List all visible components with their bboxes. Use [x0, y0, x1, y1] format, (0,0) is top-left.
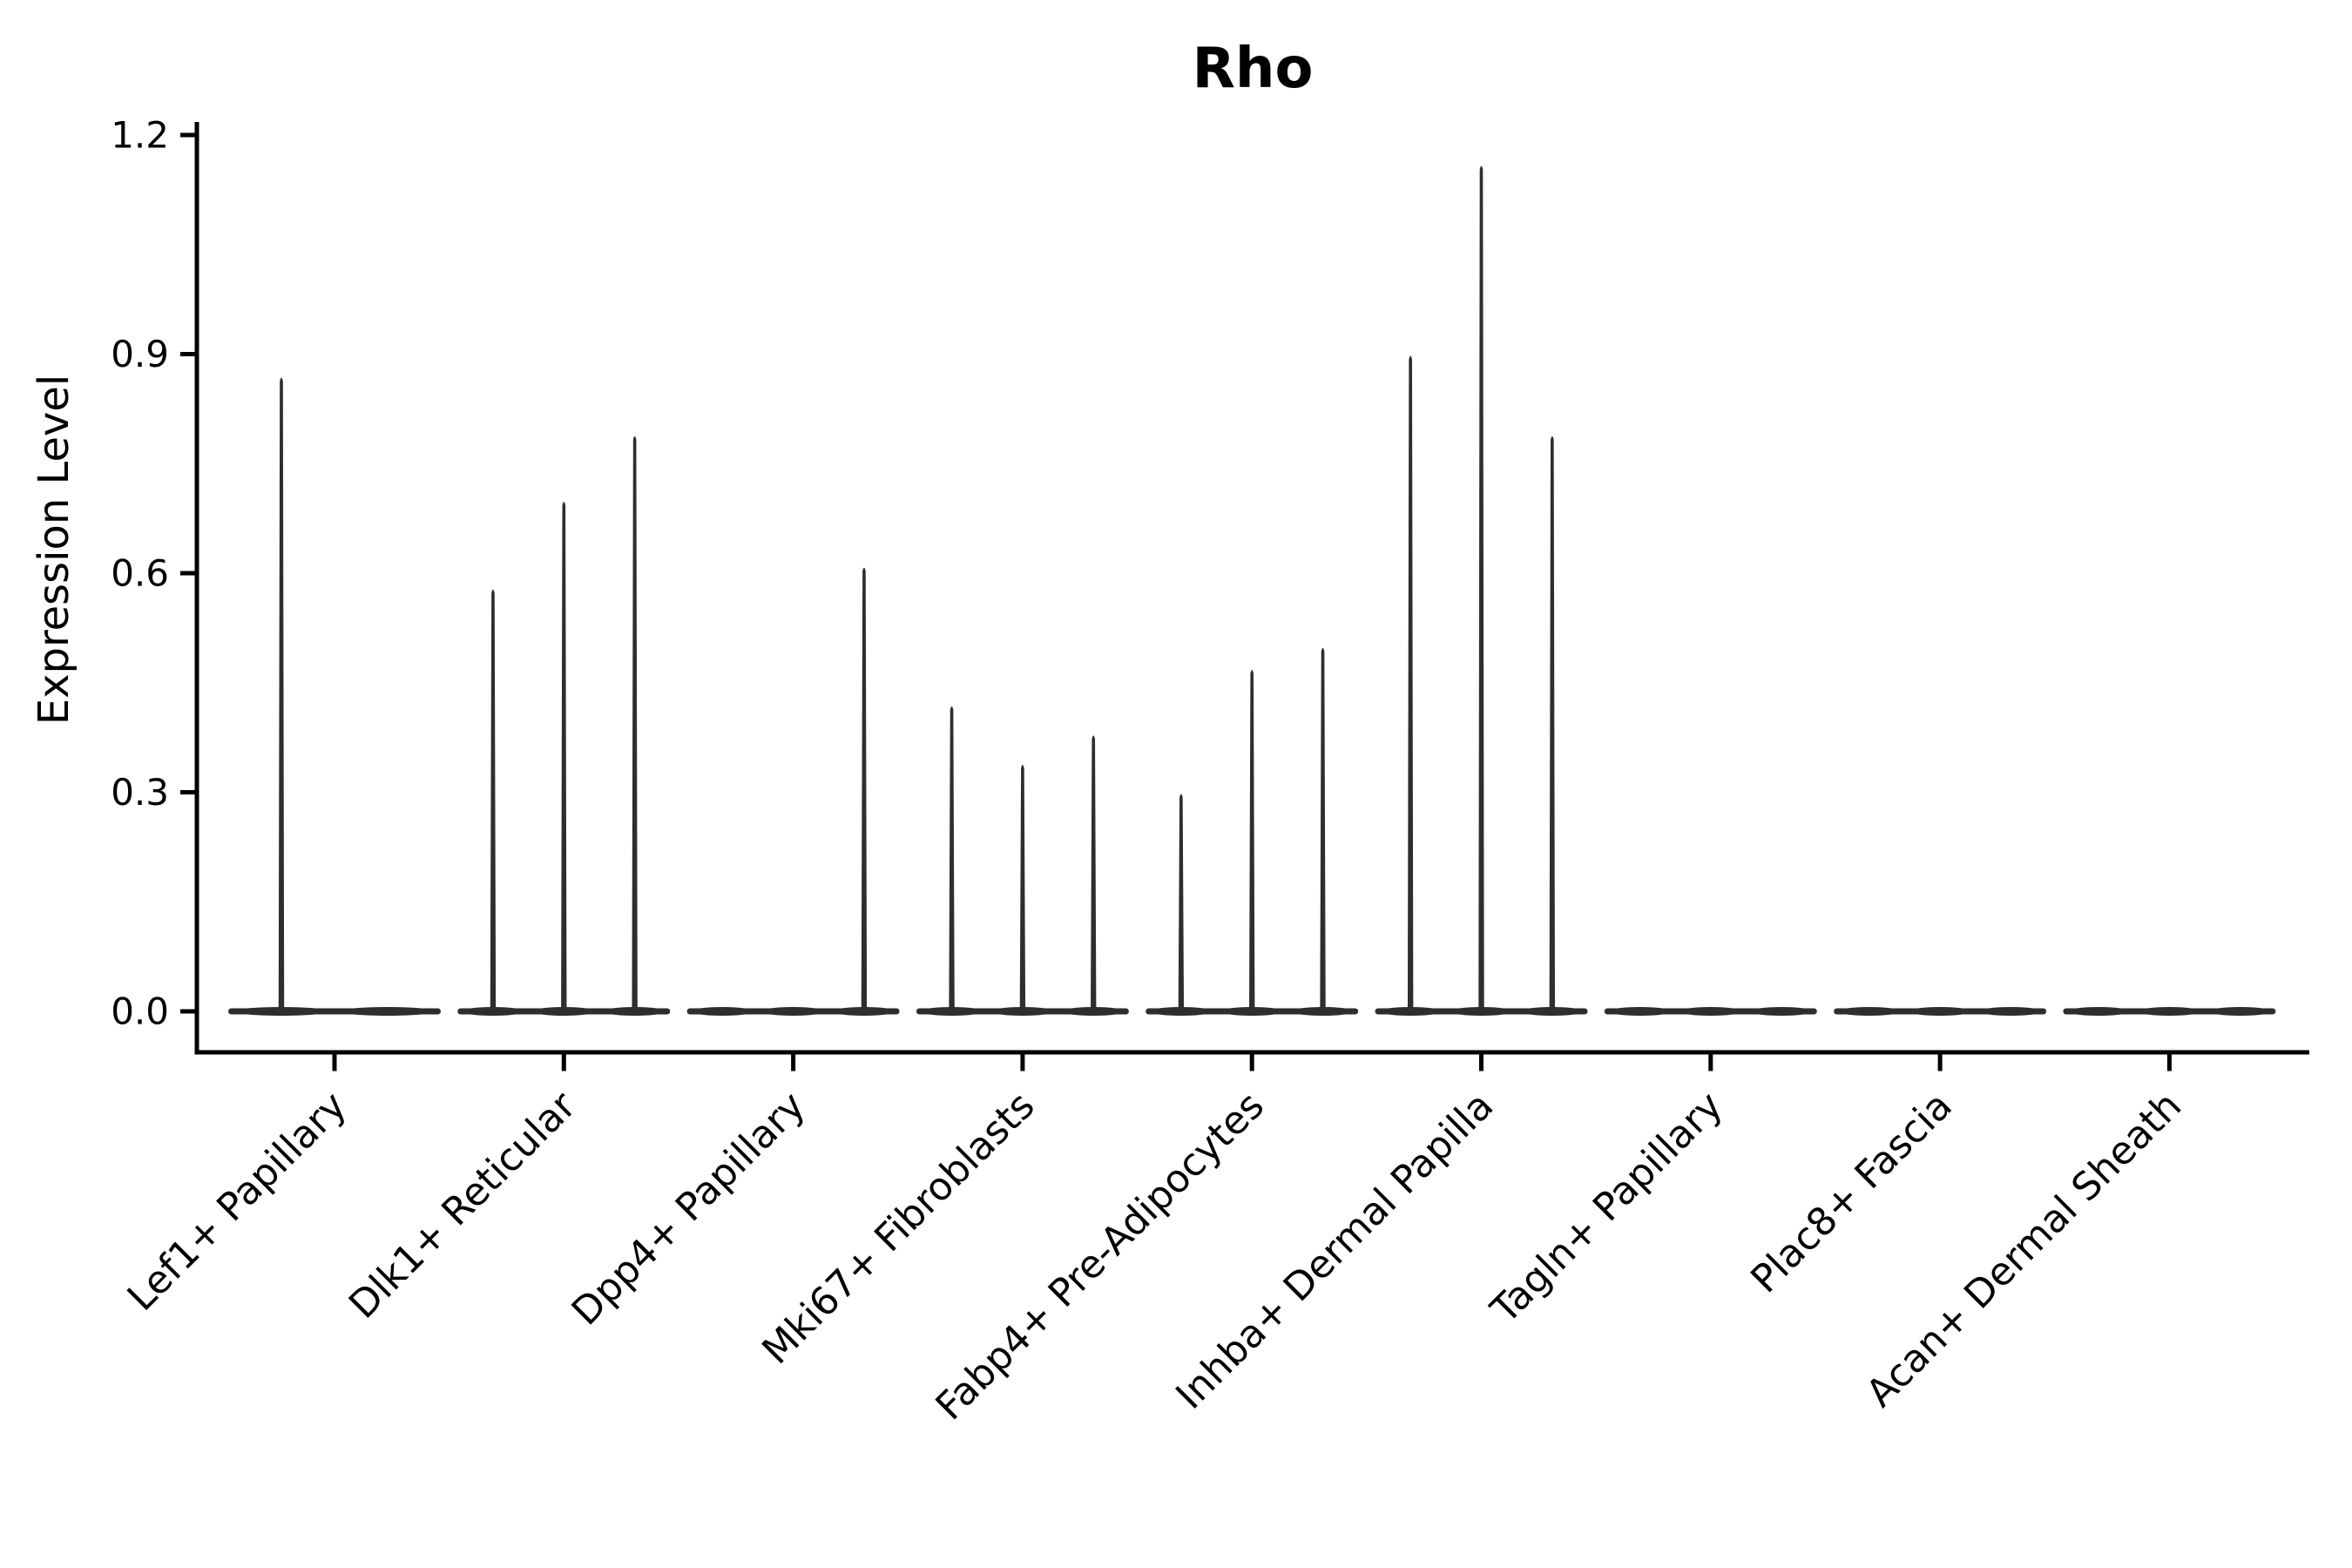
violin-base-bump	[2137, 1007, 2201, 1016]
violin-spike	[949, 706, 955, 1013]
violin-spike	[1178, 794, 1185, 1013]
violin-spike	[1019, 764, 1026, 1013]
violin-category-group	[1375, 166, 1588, 1016]
violin-category-group	[228, 377, 441, 1016]
violin-spike	[861, 567, 868, 1013]
violins-layer	[228, 166, 2276, 1016]
y-tick-label: 0.9	[111, 333, 169, 375]
violin-spike	[1549, 436, 1556, 1013]
violin-base-bump	[1749, 1007, 1814, 1016]
violin-category-group	[686, 567, 900, 1016]
violin-base-bump	[1837, 1007, 1902, 1016]
violin-spike	[278, 377, 285, 1013]
violin-spike	[490, 589, 497, 1013]
violin-category-group	[916, 706, 1129, 1016]
violin-base-bump	[1607, 1007, 1673, 1016]
y-tick-label: 0.6	[111, 552, 169, 595]
axes-layer	[180, 122, 2309, 1071]
x-tick-label: Lef1+ Papillary	[119, 1084, 355, 1320]
violin-spike	[1478, 166, 1484, 1013]
violin-base-bump	[761, 1007, 826, 1016]
x-tick-label: Dpp4+ Papillary	[564, 1084, 814, 1335]
violin-spike	[1249, 669, 1255, 1013]
plot-title: Rho	[1193, 37, 1314, 101]
violin-base-bump	[2208, 1007, 2273, 1016]
y-axis-label: Expression Level	[30, 375, 78, 726]
y-tick-label: 1.2	[111, 114, 169, 157]
violin-category-group	[1146, 647, 1359, 1016]
x-tick-label: Tagln+ Papillary	[1482, 1084, 1731, 1333]
x-tick-label: Plac8+ Fascia	[1742, 1084, 1961, 1302]
violin-base-bump	[1978, 1007, 2044, 1016]
violin-base-bump	[2066, 1007, 2131, 1016]
violin-category-group	[457, 436, 671, 1016]
violin-base-bump	[1679, 1007, 1743, 1016]
y-tick-label: 0.0	[111, 990, 169, 1033]
violin-category-group	[1834, 1007, 2047, 1016]
violin-base-bump	[340, 1007, 436, 1016]
violin-category-group	[2063, 1007, 2276, 1016]
violin-spike	[1091, 735, 1097, 1013]
violin-spike	[1320, 647, 1326, 1013]
violin-spike	[1407, 355, 1414, 1013]
y-tick-label: 0.3	[111, 771, 169, 814]
violin-base-bump	[690, 1007, 754, 1016]
violin-spike	[561, 502, 567, 1013]
violin-spike	[632, 436, 638, 1013]
violin-base-bump	[1908, 1007, 1972, 1016]
violin-category-group	[1604, 1007, 1817, 1016]
x-tick-label: Dlk1+ Reticular	[341, 1083, 585, 1328]
